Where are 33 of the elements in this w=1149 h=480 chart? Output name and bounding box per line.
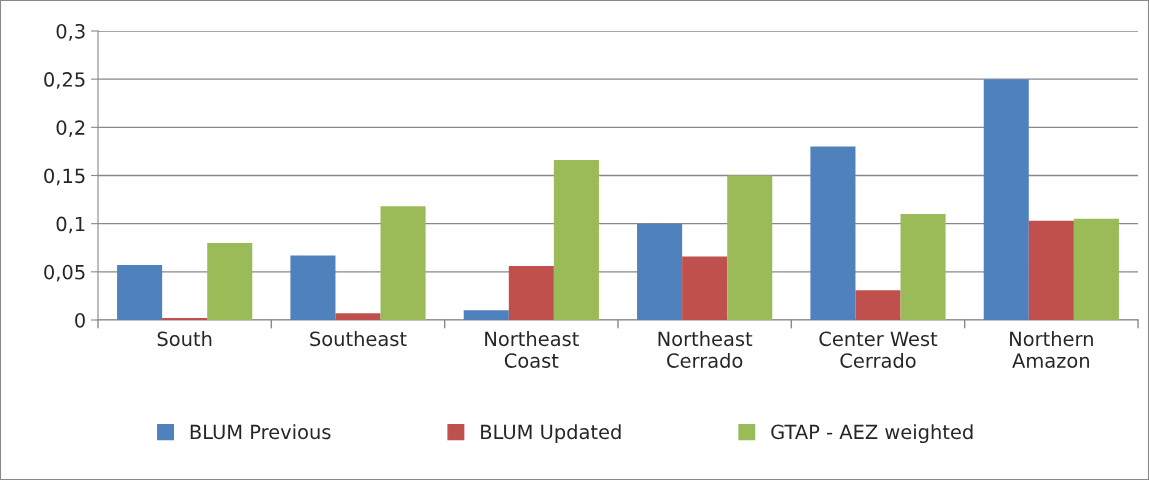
legend-label: BLUM Updated <box>481 424 621 444</box>
bar <box>682 256 728 320</box>
y-tick-label: 0,25 <box>44 72 85 89</box>
y-tick-label: 0 <box>75 312 85 328</box>
y-tick-label: 0,2 <box>56 120 85 137</box>
bar <box>335 313 381 320</box>
bar <box>380 206 426 320</box>
x-tick-label: Center West Cerrado <box>819 331 938 368</box>
y-tick-label: 0,05 <box>44 264 85 282</box>
x-tick-label: South <box>157 331 212 347</box>
bar <box>1028 220 1074 320</box>
bar <box>463 310 509 320</box>
x-tick-label: Northeast Cerrado <box>658 331 753 368</box>
bar <box>637 223 683 320</box>
bar <box>290 255 336 320</box>
bar <box>207 242 253 320</box>
x-tick-label: Southeast <box>310 331 407 347</box>
bar <box>810 146 856 320</box>
bar <box>900 214 946 320</box>
bar <box>983 79 1029 320</box>
y-tick-label: 0,15 <box>44 168 85 186</box>
bar <box>855 290 901 320</box>
bar <box>508 266 554 320</box>
bar <box>117 265 163 320</box>
bar <box>1073 218 1119 320</box>
bar <box>553 160 599 320</box>
legend-label: GTAP - AEZ weighted <box>771 424 973 444</box>
legend-label: BLUM Previous <box>190 424 331 440</box>
y-tick-label: 0,1 <box>56 216 85 234</box>
x-tick-label: Northeast Coast <box>485 331 579 368</box>
bar <box>727 175 773 320</box>
y-tick-label: 0,3 <box>56 23 85 41</box>
x-tick-label: Northern Amazon <box>1010 331 1093 368</box>
